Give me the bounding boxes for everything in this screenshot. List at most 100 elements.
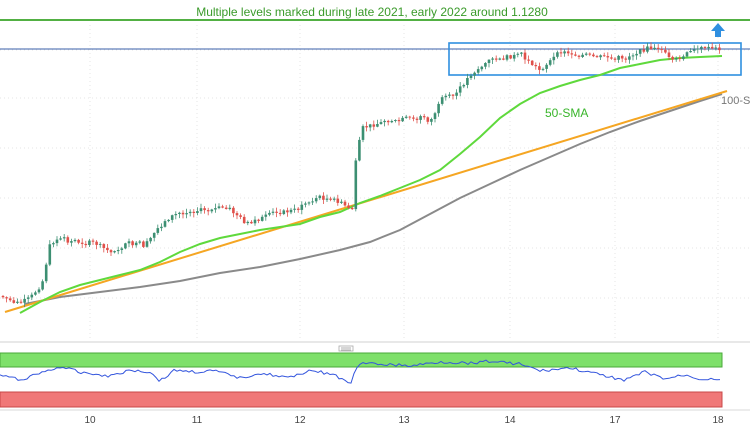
candle (376, 119, 379, 128)
candle (624, 56, 628, 63)
candle (210, 208, 214, 214)
candle (109, 249, 113, 256)
overbought-zone (0, 352, 723, 368)
candle (322, 192, 325, 204)
candle (332, 196, 336, 202)
candle (545, 63, 548, 73)
candle (638, 48, 642, 57)
candle (566, 47, 570, 57)
x-tick-label: 10 (84, 415, 96, 426)
candle (77, 238, 80, 245)
x-tick-label: 14 (504, 415, 516, 426)
candle (228, 204, 232, 211)
candle (214, 203, 217, 213)
candle (98, 242, 102, 248)
candle (361, 124, 365, 143)
arrow-up-icon (711, 23, 725, 37)
candle (142, 240, 145, 248)
candle (80, 238, 84, 249)
candle (538, 62, 541, 75)
candle (660, 46, 664, 54)
candle (408, 115, 412, 120)
candle (588, 52, 592, 57)
candle (325, 194, 329, 202)
candle (5, 296, 8, 303)
candle (678, 55, 682, 62)
candle (232, 206, 235, 218)
candle (581, 52, 584, 58)
candle (707, 44, 710, 52)
candle (343, 199, 347, 207)
candle (383, 119, 386, 127)
candle (682, 54, 685, 61)
candle (95, 240, 98, 250)
candle (718, 43, 721, 54)
oscillator-line (0, 359, 721, 384)
candle (491, 57, 494, 64)
panel-resize-handle[interactable] (338, 345, 354, 352)
candle (516, 52, 520, 58)
candle (484, 62, 487, 70)
candle (116, 246, 120, 255)
candle (318, 194, 322, 201)
candle (574, 51, 577, 57)
candle (149, 236, 152, 244)
candle (304, 201, 307, 208)
candle (70, 238, 73, 247)
candle (458, 82, 462, 97)
candle (692, 45, 696, 53)
x-tick-label: 17 (609, 415, 621, 426)
candle (52, 241, 55, 248)
candle (404, 114, 408, 119)
candle (8, 296, 12, 302)
candle (426, 116, 430, 125)
candle (437, 101, 440, 117)
candle (275, 207, 278, 218)
candle (584, 52, 588, 56)
sma-50-label: 50-SMA (545, 106, 588, 120)
candle (134, 241, 138, 248)
candle (710, 42, 714, 50)
candle (48, 240, 52, 267)
chart-annotation: Multiple levels marked during late 2021,… (196, 5, 548, 19)
oversold-zone (0, 391, 723, 408)
candle (664, 46, 667, 54)
candle (577, 54, 581, 60)
candle (419, 114, 422, 124)
candle (336, 194, 340, 206)
candle (509, 54, 512, 60)
candle (59, 236, 62, 241)
candle (163, 219, 167, 228)
candle (642, 45, 646, 54)
candle (199, 203, 203, 214)
candle (188, 209, 192, 217)
candle (160, 223, 163, 232)
candle (689, 48, 692, 53)
candle (170, 214, 174, 223)
candle (592, 52, 595, 58)
candle (16, 298, 19, 304)
candle (368, 123, 372, 132)
candle (595, 54, 599, 58)
candle (296, 207, 300, 213)
candle (23, 294, 26, 308)
candle (350, 205, 354, 210)
candle (34, 290, 37, 296)
candle (239, 213, 242, 220)
candle (430, 117, 433, 126)
candle (498, 57, 502, 61)
candle (124, 242, 127, 250)
candle (527, 55, 530, 64)
chart-grid (0, 25, 750, 340)
candle (120, 246, 124, 254)
sma-50-line (19, 55, 723, 314)
candle (656, 44, 660, 53)
candle (556, 50, 559, 59)
candle (66, 235, 70, 245)
x-tick-label: 12 (294, 415, 306, 426)
candle (548, 58, 552, 67)
candle (444, 93, 448, 101)
candle (217, 203, 221, 210)
candle (12, 297, 16, 304)
candle (505, 54, 509, 62)
